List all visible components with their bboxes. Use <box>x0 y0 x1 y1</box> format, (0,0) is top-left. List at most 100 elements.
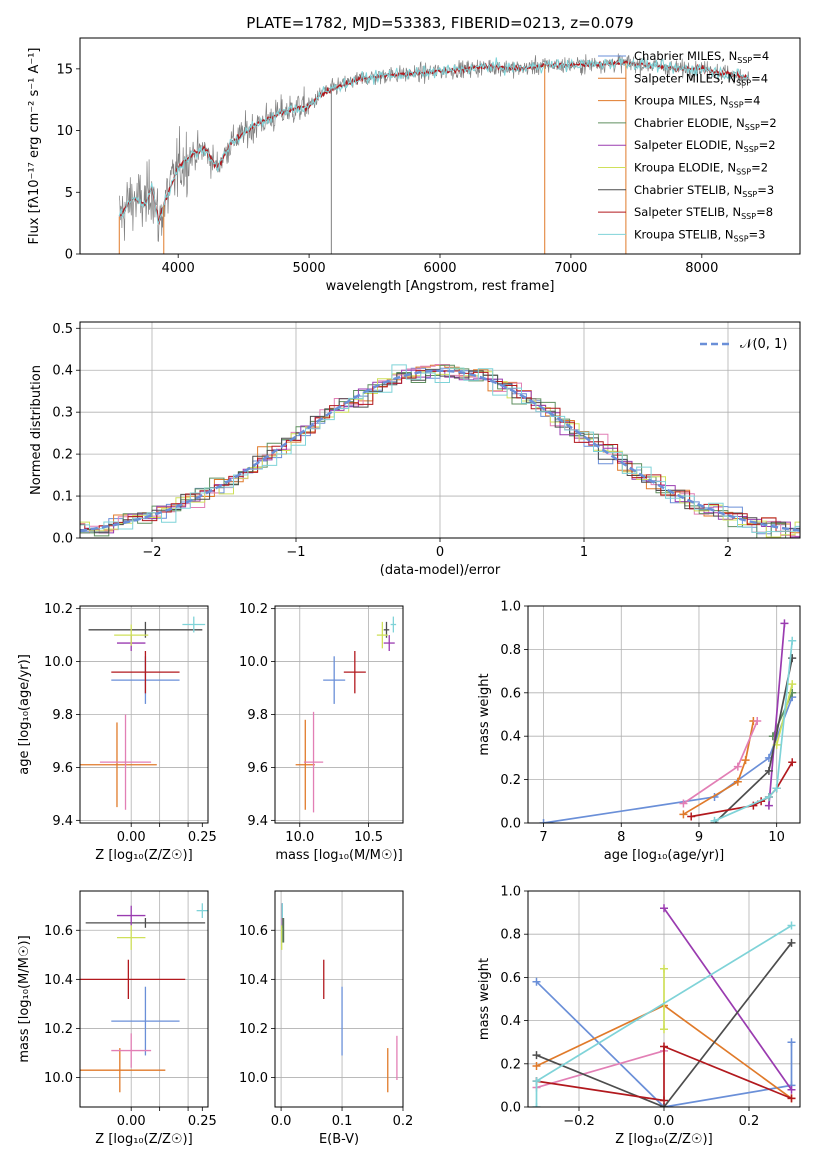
x-tick-label: −1 <box>286 545 305 560</box>
x-tick-label: 9 <box>695 830 703 845</box>
data-point-orange <box>80 1048 166 1093</box>
legend-label-part: =2 <box>751 161 768 175</box>
series-line-dark <box>713 657 794 823</box>
data-point-cyan <box>390 616 397 633</box>
legend-label-part: Chabrier ELODIE, N <box>634 116 745 130</box>
legend-label-part: Chabrier STELIB, N <box>634 183 742 197</box>
x-tick-label: 8 <box>617 830 625 845</box>
series-line-cyan <box>714 640 794 822</box>
legend-item: Chabrier ELODIE, NSSP=2 <box>598 116 777 132</box>
series <box>532 904 796 1107</box>
series-line-pink <box>536 1049 665 1089</box>
legend-item: 𝒩(0, 1) <box>700 337 787 352</box>
legend-label-part: Salpeter ELODIE, N <box>634 138 744 152</box>
y-tick-label: 10.6 <box>44 924 73 939</box>
points <box>80 616 206 810</box>
series-marker-red <box>660 1096 668 1105</box>
y-tick-label: 0.0 <box>52 532 73 547</box>
y-axis-label: mass weight <box>477 673 492 755</box>
data-point-pink <box>303 711 324 813</box>
y-tick-label: 10.0 <box>239 1071 268 1086</box>
legend-label-sub: SSP <box>744 145 759 154</box>
normal-curve <box>80 369 800 532</box>
series-marker-purple <box>764 801 773 810</box>
series-marker-orange <box>741 756 750 765</box>
points <box>281 903 398 1093</box>
legend-label-part: =3 <box>749 227 766 241</box>
series-line-red <box>536 1045 792 1102</box>
data-point-yellow <box>116 925 146 950</box>
axes-frame <box>79 605 209 824</box>
series-marker-orange <box>532 1061 541 1070</box>
legend-label: Kroupa ELODIE, NSSP=2 <box>634 161 768 177</box>
y-tick-label: 0.4 <box>500 1014 521 1029</box>
y-tick-label: 0.8 <box>500 643 521 658</box>
series-marker-blue <box>532 977 541 986</box>
series-marker-orange <box>733 777 742 786</box>
legend-label-part: =2 <box>759 138 776 152</box>
x-tick-label: 2 <box>724 545 732 560</box>
data-point-pink <box>99 714 152 810</box>
x-axis-label: wavelength [Angstrom, rest frame] <box>326 279 555 294</box>
y-tick-label: 0.2 <box>52 448 73 463</box>
series-marker-purple <box>780 619 789 628</box>
y-axis-label: mass weight <box>477 958 492 1040</box>
legend-label: 𝒩(0, 1) <box>740 337 787 352</box>
series-marker-cyan <box>787 921 796 930</box>
x-tick-label: 0.0 <box>271 1114 292 1129</box>
series-marker-cyan <box>710 816 719 823</box>
x-tick-label: 0.25 <box>188 1114 217 1129</box>
series-marker-yellow <box>788 680 797 689</box>
y-tick-label: 0.0 <box>500 817 521 832</box>
y-tick-label: 10.2 <box>44 602 73 617</box>
series-marker-blue <box>539 819 548 823</box>
series-marker-red <box>788 758 797 767</box>
data-point-red <box>343 650 366 694</box>
x-tick-label: 1 <box>580 545 588 560</box>
series-marker-purple <box>787 1085 796 1094</box>
series-marker-cyan <box>532 1103 541 1107</box>
data-point-orange <box>80 722 157 808</box>
legend-label-sub: SSP <box>742 190 757 199</box>
panel-weight_vs_age: 7 8 9 10 0.0 0.2 0.4 0.6 0.8 1.0 age [log₁₀(age/yr… <box>477 600 801 863</box>
model-line-cyan <box>118 57 750 226</box>
points <box>295 616 397 813</box>
x-tick-label: 10.5 <box>354 830 383 845</box>
y-tick-label: 0 <box>65 248 73 263</box>
legend-label-sub: SSP <box>741 212 756 221</box>
axes-frame <box>527 890 801 1108</box>
data-point-cyan <box>196 903 208 918</box>
legend-item: Salpeter STELIB, NSSP=8 <box>598 205 773 221</box>
legend-label-part: =2 <box>760 116 777 130</box>
series <box>539 619 797 823</box>
series-marker-dark <box>764 766 773 775</box>
y-tick-label: 10.0 <box>44 655 73 670</box>
legend-label-part: =4 <box>744 94 761 108</box>
legend-label-part: Chabrier MILES, N <box>634 49 737 63</box>
legend-item: Kroupa MILES, NSSP=4 <box>598 94 760 110</box>
chart-title: PLATE=1782, MJD=53383, FIBERID=0213, z=0… <box>246 14 633 32</box>
y-tick-label: 10.0 <box>44 1071 73 1086</box>
series-marker-red <box>660 1042 668 1051</box>
y-tick-label: 1.0 <box>500 600 521 615</box>
legend-label-part: =4 <box>752 49 769 63</box>
legend-label: Chabrier MILES, NSSP=4 <box>634 49 769 65</box>
axes-frame <box>274 605 404 824</box>
legend-label-sub: SSP <box>736 168 751 177</box>
data-point-red <box>111 650 180 694</box>
legend-label: Salpeter STELIB, NSSP=8 <box>634 205 773 221</box>
y-tick-label: 15 <box>56 62 73 77</box>
panel-age_vs_mass: 10.0 10.5 9.4 9.6 9.8 10.0 10.2 mass [log₁₀(M/M… <box>239 602 404 863</box>
y-tick-label: 9.4 <box>52 814 73 829</box>
axes-frame <box>274 890 404 1108</box>
legend-label: Salpeter ELODIE, NSSP=2 <box>634 138 776 154</box>
y-tick-label: 0.3 <box>52 406 73 421</box>
x-tick-label: 7 <box>539 830 547 845</box>
series-marker-dark <box>787 938 796 947</box>
data-point-purple <box>383 635 395 651</box>
spectrum-lines <box>118 53 750 254</box>
data-point-yellow <box>376 621 388 649</box>
legend-label-part: =3 <box>757 183 774 197</box>
y-tick-label: 5 <box>65 186 73 201</box>
series-marker-pink <box>753 717 762 726</box>
